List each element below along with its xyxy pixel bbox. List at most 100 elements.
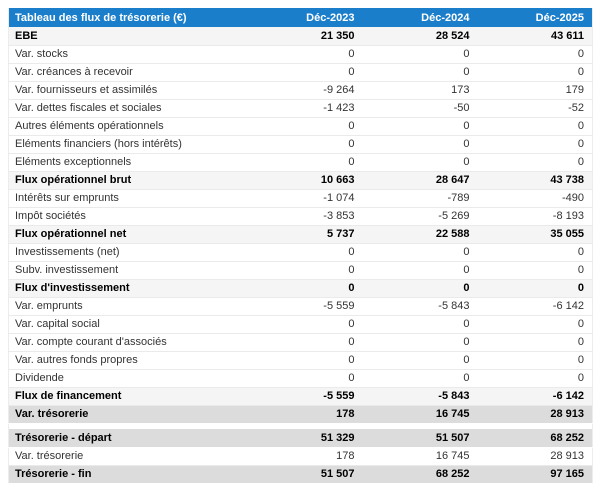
cell-value: 0 <box>477 279 593 298</box>
cell-value: 5 737 <box>247 225 363 244</box>
cell-value: 0 <box>247 261 363 280</box>
table-row: Var. trésorerie 178 16 745 28 913 <box>8 447 593 466</box>
row-label: Impôt sociétés <box>8 207 248 226</box>
table-row: Investissements (net) 0 0 0 <box>8 243 593 262</box>
cell-value: 0 <box>362 135 478 154</box>
table-row: Dividende 0 0 0 <box>8 369 593 388</box>
cell-value: -5 269 <box>362 207 478 226</box>
cell-value: 0 <box>247 153 363 172</box>
row-label: Trésorerie - départ <box>8 429 248 448</box>
cell-value: 0 <box>477 45 593 64</box>
cell-value: -5 843 <box>362 297 478 316</box>
cell-value: 68 252 <box>362 465 478 484</box>
cell-value: 0 <box>247 315 363 334</box>
table-row: Flux opérationnel brut 10 663 28 647 43 738 <box>8 171 593 190</box>
cell-value: 0 <box>247 243 363 262</box>
cash-flow-table: Tableau des flux de trésorerie (€) Déc-2… <box>8 8 593 484</box>
column-header-dec-2025: Déc-2025 <box>477 8 593 27</box>
table-row: Intérêts sur emprunts -1 074 -789 -490 <box>8 189 593 208</box>
row-label: Autres éléments opérationnels <box>8 117 248 136</box>
table-row: Var. stocks 0 0 0 <box>8 45 593 64</box>
row-label: Var. autres fonds propres <box>8 351 248 370</box>
table-row: EBE 21 350 28 524 43 611 <box>8 27 593 46</box>
cell-value: -1 423 <box>247 99 363 118</box>
cell-value: 178 <box>247 405 363 424</box>
cell-value: 0 <box>477 333 593 352</box>
table-body: EBE 21 350 28 524 43 611 Var. stocks 0 0 0 Var. … <box>8 27 593 484</box>
cell-value: 0 <box>362 117 478 136</box>
cell-value: -3 853 <box>247 207 363 226</box>
cell-value: 0 <box>362 63 478 82</box>
row-label: Var. créances à recevoir <box>8 63 248 82</box>
row-label: Var. compte courant d'associés <box>8 333 248 352</box>
table-header-row: Tableau des flux de trésorerie (€) Déc-2… <box>8 8 593 27</box>
row-label: Subv. investissement <box>8 261 248 280</box>
table-row: Trésorerie - départ 51 329 51 507 68 252 <box>8 429 593 448</box>
cell-value: -5 559 <box>247 297 363 316</box>
cell-value: 0 <box>477 261 593 280</box>
cell-value: 0 <box>247 117 363 136</box>
cell-value: 0 <box>247 279 363 298</box>
table-title: Tableau des flux de trésorerie (€) <box>8 8 248 27</box>
table-row: Impôt sociétés -3 853 -5 269 -8 193 <box>8 207 593 226</box>
cell-value: -490 <box>477 189 593 208</box>
cell-value: 0 <box>247 135 363 154</box>
cell-value: -5 843 <box>362 387 478 406</box>
cell-value: 43 738 <box>477 171 593 190</box>
row-label: Flux opérationnel brut <box>8 171 248 190</box>
cell-value: 0 <box>362 351 478 370</box>
cell-value: 178 <box>247 447 363 466</box>
cell-value: -6 142 <box>477 297 593 316</box>
row-label: Investissements (net) <box>8 243 248 262</box>
row-label: Var. dettes fiscales et sociales <box>8 99 248 118</box>
table-row: Var. créances à recevoir 0 0 0 <box>8 63 593 82</box>
row-label: Trésorerie - fin <box>8 465 248 484</box>
cell-value: 16 745 <box>362 405 478 424</box>
cell-value: 28 647 <box>362 171 478 190</box>
row-label: Flux de financement <box>8 387 248 406</box>
cell-value: 35 055 <box>477 225 593 244</box>
cell-value: -5 559 <box>247 387 363 406</box>
cell-value: 0 <box>247 369 363 388</box>
cell-value: 68 252 <box>477 429 593 448</box>
table-row: Eléments financiers (hors intérêts) 0 0 0 <box>8 135 593 154</box>
row-label: Var. fournisseurs et assimilés <box>8 81 248 100</box>
cell-value: 0 <box>477 369 593 388</box>
column-header-dec-2024: Déc-2024 <box>362 8 478 27</box>
cell-value: 173 <box>362 81 478 100</box>
row-label: EBE <box>8 27 248 46</box>
cell-value: 0 <box>247 351 363 370</box>
cell-value: 51 507 <box>362 429 478 448</box>
table-row: Var. trésorerie 178 16 745 28 913 <box>8 405 593 424</box>
table-row: Trésorerie - fin 51 507 68 252 97 165 <box>8 465 593 484</box>
row-label: Intérêts sur emprunts <box>8 189 248 208</box>
cell-value: 16 745 <box>362 447 478 466</box>
cell-value: -9 264 <box>247 81 363 100</box>
cell-value: 10 663 <box>247 171 363 190</box>
page: Tableau des flux de trésorerie (€) Déc-2… <box>8 8 593 484</box>
cell-value: -6 142 <box>477 387 593 406</box>
cell-value: 0 <box>477 135 593 154</box>
cell-value: 0 <box>247 63 363 82</box>
table-row: Flux de financement -5 559 -5 843 -6 142 <box>8 387 593 406</box>
cell-value: -1 074 <box>247 189 363 208</box>
table-row: Var. emprunts -5 559 -5 843 -6 142 <box>8 297 593 316</box>
cell-value: 0 <box>362 279 478 298</box>
table-row: Var. autres fonds propres 0 0 0 <box>8 351 593 370</box>
cell-value: -50 <box>362 99 478 118</box>
cell-value: 28 524 <box>362 27 478 46</box>
row-label: Flux d'investissement <box>8 279 248 298</box>
cell-value: 179 <box>477 81 593 100</box>
row-label: Flux opérationnel net <box>8 225 248 244</box>
row-label: Var. trésorerie <box>8 447 248 466</box>
cell-value: 0 <box>362 315 478 334</box>
table-row: Var. dettes fiscales et sociales -1 423 -5… <box>8 99 593 118</box>
row-label: Var. trésorerie <box>8 405 248 424</box>
cell-value: -8 193 <box>477 207 593 226</box>
cell-value: -52 <box>477 99 593 118</box>
cell-value: 97 165 <box>477 465 593 484</box>
cell-value: 0 <box>477 153 593 172</box>
row-label: Var. emprunts <box>8 297 248 316</box>
cell-value: 0 <box>477 315 593 334</box>
cell-value: 0 <box>477 351 593 370</box>
